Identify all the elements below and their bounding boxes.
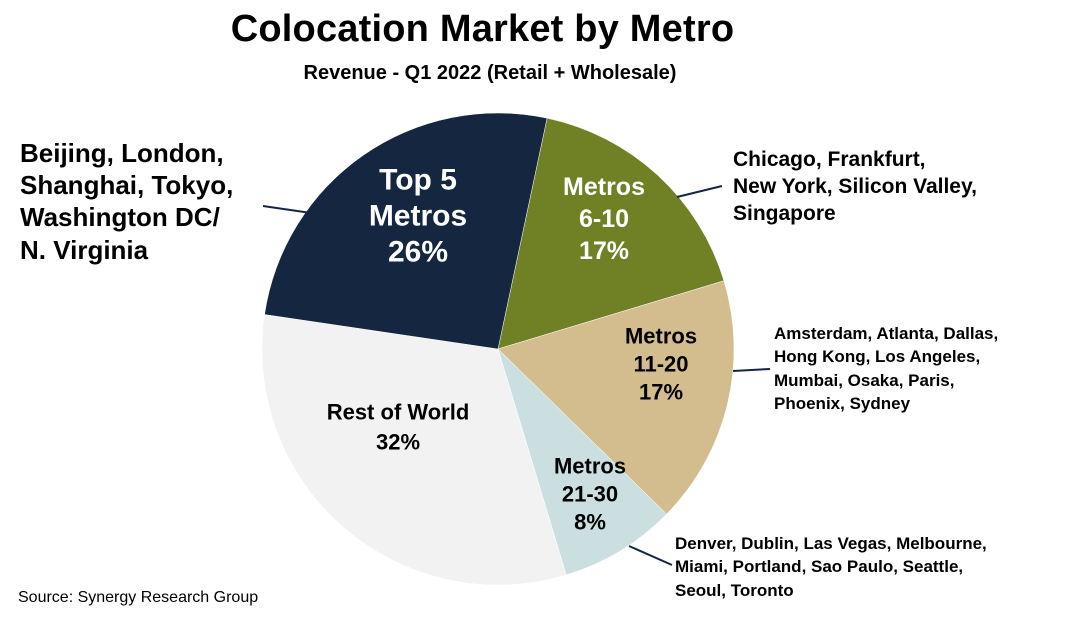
slice-label-line: 6-10 [579, 205, 629, 233]
slice-label-line: Metros [563, 173, 645, 201]
slice-label-m610: Metros 6-10 17% [563, 173, 645, 265]
slice-label-line: Metros [625, 324, 697, 349]
leader-line-m1120 [732, 368, 771, 372]
chart-title: Colocation Market by Metro [230, 8, 735, 50]
leader-line-top5 [262, 205, 312, 214]
slice-label-m2130: Metros 21-30 8% [554, 454, 626, 535]
slice-label-top5: Top 5 Metros 26% [369, 164, 467, 269]
slice-label-line: 8% [574, 510, 606, 535]
slice-label-line: Metros [554, 454, 626, 479]
pie-slice-row [261, 314, 567, 586]
slice-label-line: 11-20 [633, 352, 688, 377]
slice-label-m1120: Metros 11-20 17% [625, 324, 697, 405]
pie-slice-m2130 [497, 348, 667, 576]
annotation-metros-11-20: Amsterdam, Atlanta, Dallas, Hong Kong, L… [774, 324, 999, 414]
slice-label-line: 17% [579, 237, 629, 265]
annotation-metros-21-30: Denver, Dublin, Las Vegas, Melbourne, Mi… [675, 534, 987, 600]
pie-slice-m610 [497, 117, 725, 350]
slice-label-row: Rest of World 32% [327, 400, 470, 455]
slice-label-line: Top 5 [379, 164, 457, 197]
annotation-metros-6-10: Chicago, Frankfurt, New York, Silicon Va… [733, 148, 977, 225]
chart-subtitle: Revenue - Q1 2022 (Retail + Wholesale) [303, 62, 677, 84]
pie-slice-top5 [264, 112, 548, 350]
leader-line-m610 [676, 185, 723, 198]
annotation-top5-metros: Beijing, London, Shanghai, Tokyo, Washin… [20, 138, 234, 265]
slice-label-line: 21-30 [562, 482, 618, 507]
leader-line-m2130 [628, 545, 673, 566]
pie-slice-m1120 [497, 280, 735, 515]
slice-label-line: 26% [388, 236, 448, 269]
source-note: Source: Synergy Research Group [18, 589, 259, 606]
slice-label-line: Metros [369, 200, 467, 233]
slice-label-line: Rest of World [327, 400, 470, 425]
slice-label-line: 32% [376, 430, 420, 455]
slice-label-line: 17% [639, 380, 683, 405]
